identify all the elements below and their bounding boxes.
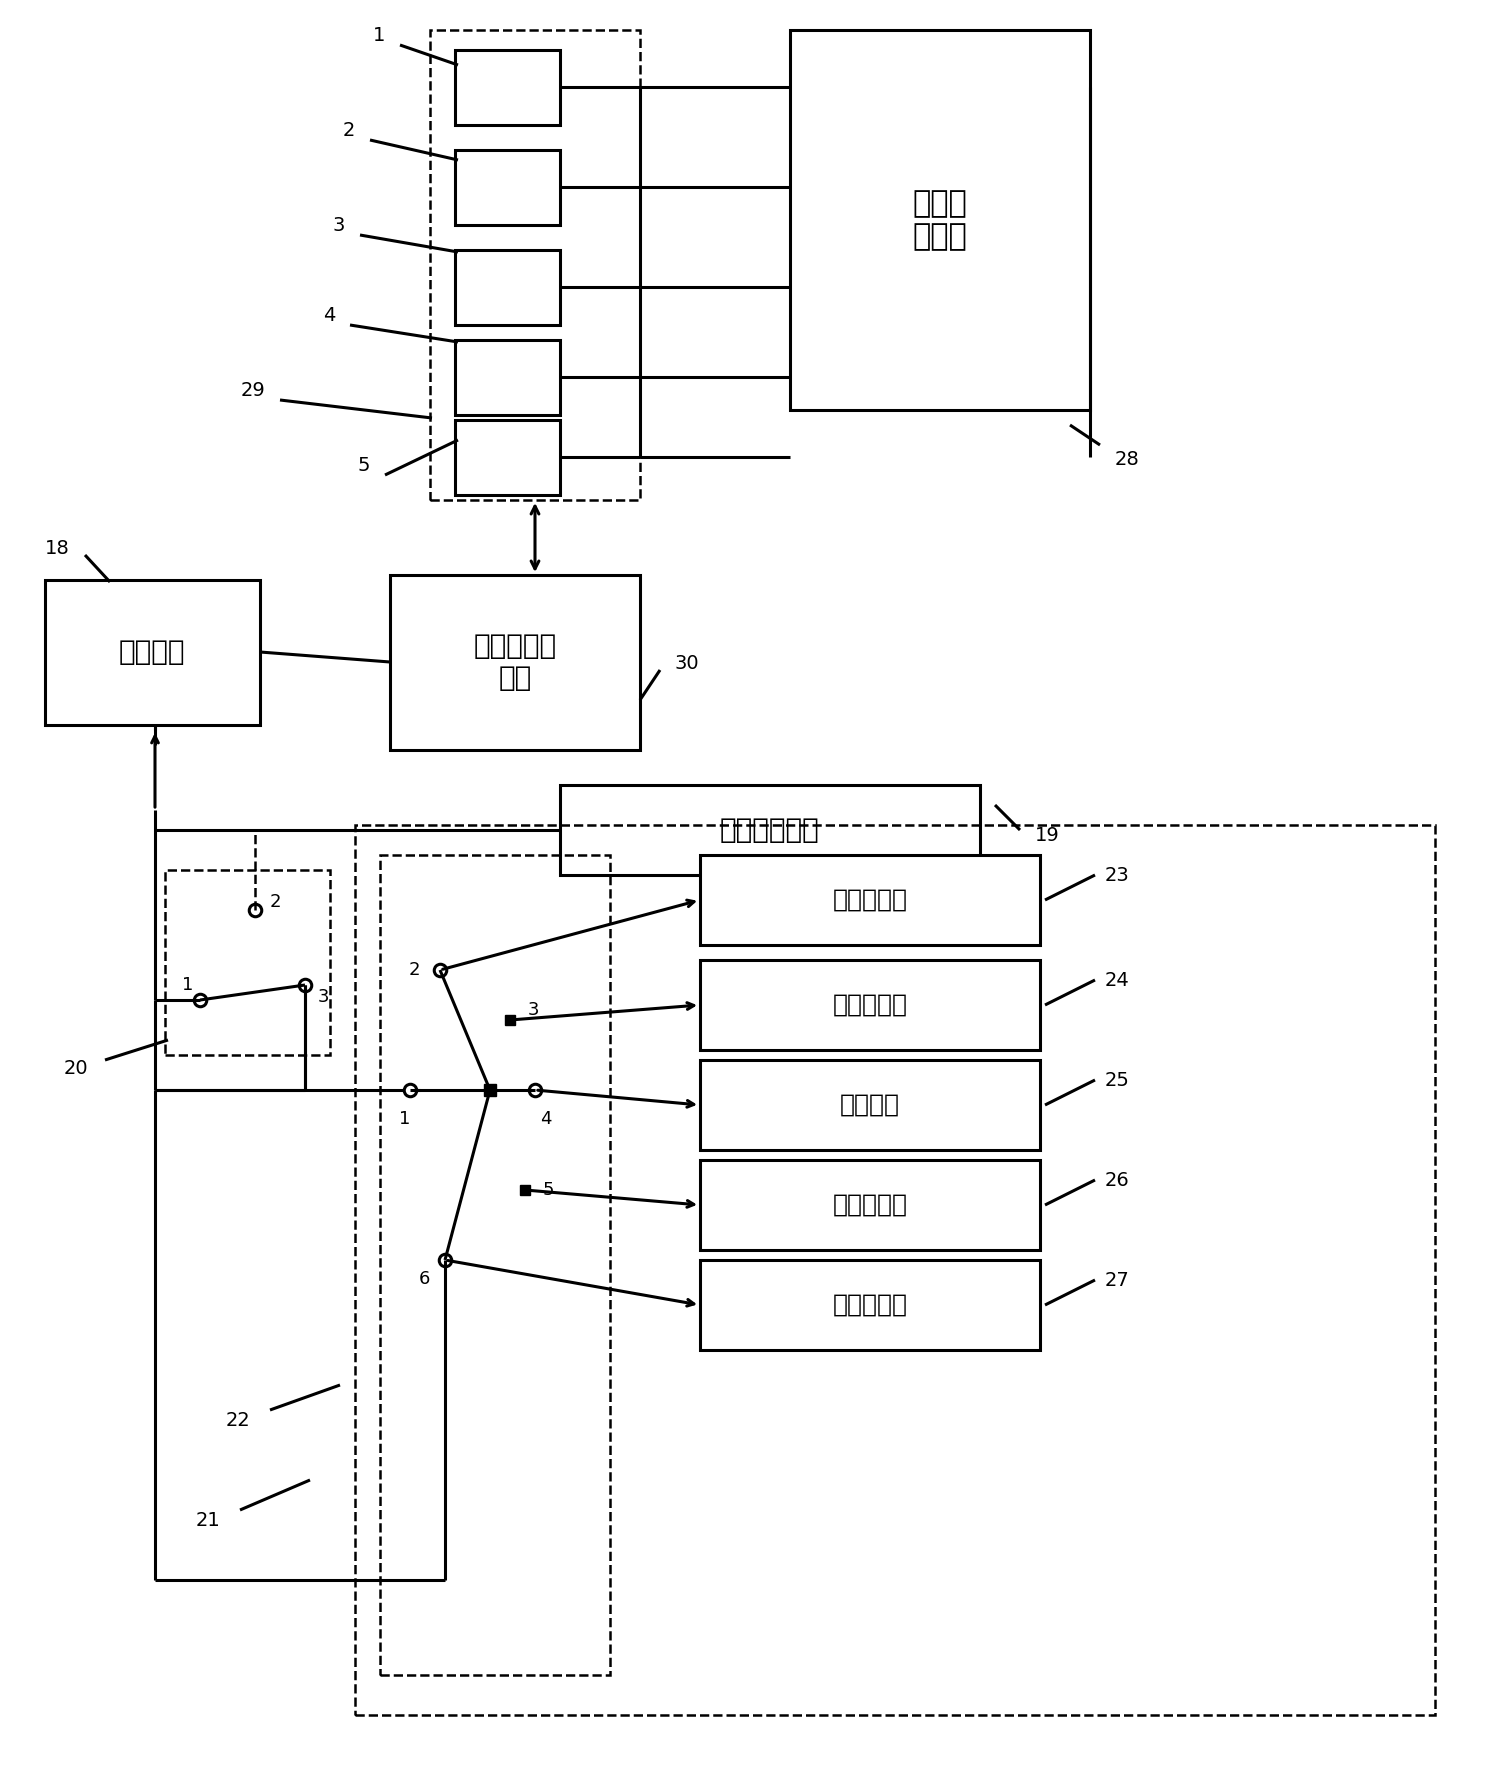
- Text: 负荷指令模块: 负荷指令模块: [720, 815, 820, 844]
- Text: 27: 27: [1106, 1271, 1129, 1290]
- Text: 5: 5: [358, 455, 370, 475]
- Bar: [700, 1061, 1040, 1150]
- Bar: [700, 1159, 1040, 1251]
- Text: 1: 1: [373, 25, 384, 45]
- Text: 26: 26: [1106, 1170, 1129, 1190]
- Bar: [560, 785, 980, 874]
- Text: 2: 2: [408, 961, 420, 978]
- Text: 汽轮机发机
电组: 汽轮机发机 电组: [473, 633, 557, 692]
- Bar: [380, 855, 610, 1676]
- Bar: [455, 251, 560, 324]
- Text: 21: 21: [196, 1511, 220, 1530]
- Bar: [390, 575, 640, 751]
- Bar: [455, 151, 560, 226]
- Text: 5: 5: [543, 1181, 555, 1199]
- Text: 突关测试挡: 突关测试挡: [832, 1294, 908, 1317]
- Bar: [429, 30, 640, 500]
- Bar: [455, 50, 560, 125]
- Text: 4: 4: [323, 305, 335, 324]
- Text: 数据采
集模块: 数据采 集模块: [913, 188, 968, 251]
- Text: 2: 2: [269, 892, 281, 910]
- Text: 28: 28: [1115, 450, 1140, 470]
- Text: 3: 3: [332, 215, 346, 235]
- Text: 20: 20: [63, 1059, 88, 1077]
- Bar: [700, 855, 1040, 944]
- Bar: [455, 340, 560, 416]
- Bar: [700, 1260, 1040, 1349]
- Text: 3: 3: [528, 1002, 540, 1020]
- Text: 初始位挡: 初始位挡: [839, 1093, 901, 1116]
- Bar: [45, 581, 260, 726]
- Text: 30: 30: [675, 654, 700, 672]
- Text: 4: 4: [540, 1109, 552, 1127]
- Bar: [165, 869, 331, 1055]
- Bar: [455, 419, 560, 495]
- Text: 18: 18: [45, 539, 70, 557]
- Text: 开位测试挡: 开位测试挡: [832, 889, 908, 912]
- Bar: [700, 961, 1040, 1050]
- Text: 24: 24: [1106, 971, 1129, 989]
- Text: 22: 22: [226, 1410, 250, 1430]
- Text: 2: 2: [343, 120, 355, 140]
- Text: 执行机构: 执行机构: [118, 638, 186, 667]
- Text: 1: 1: [399, 1109, 411, 1127]
- Text: 突开测试挡: 突开测试挡: [832, 1193, 908, 1217]
- Text: 29: 29: [241, 380, 265, 400]
- Text: 1: 1: [183, 977, 193, 995]
- Bar: [790, 30, 1091, 410]
- Text: 19: 19: [1035, 826, 1059, 844]
- Text: 3: 3: [317, 987, 329, 1005]
- Text: 23: 23: [1106, 866, 1129, 885]
- Text: 6: 6: [419, 1271, 429, 1288]
- Text: 关位测试挡: 关位测试挡: [832, 993, 908, 1018]
- Bar: [355, 824, 1435, 1715]
- Text: 25: 25: [1106, 1070, 1129, 1090]
